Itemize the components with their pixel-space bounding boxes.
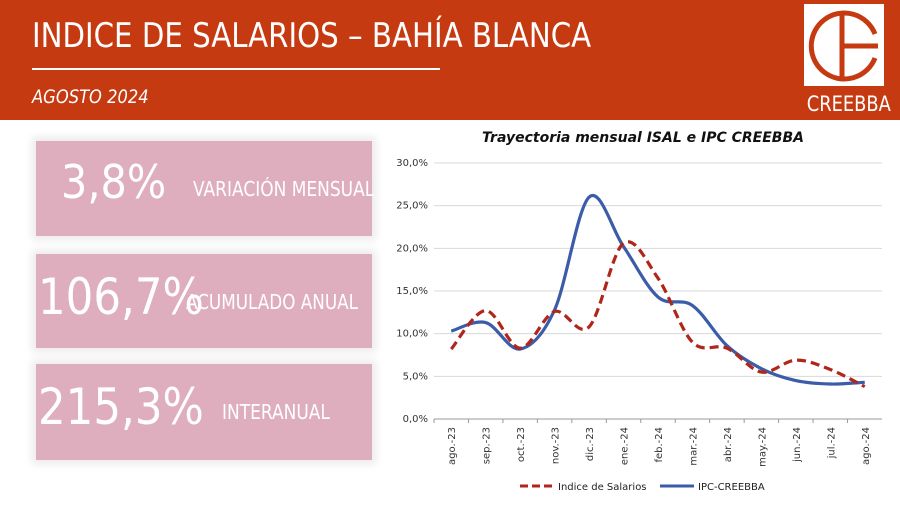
logo-text: CREEBBA [806, 92, 891, 116]
legend-label: Indice de Salarios [558, 482, 647, 493]
y-tick-label: 0,0% [403, 414, 428, 425]
page-title: INDICE DE SALARIOS – BAHÍA BLANCA [32, 16, 592, 56]
x-tick-label: nov.-23 [551, 427, 562, 464]
card-label: INTERANUAL [222, 400, 330, 424]
page-subtitle: AGOSTO 2024 [32, 86, 149, 108]
creebba-logo-icon [804, 4, 884, 86]
x-tick-label: ago.-24 [861, 427, 872, 465]
y-tick-label: 5,0% [403, 371, 428, 382]
header-banner: INDICE DE SALARIOS – BAHÍA BLANCA AGOSTO… [0, 0, 900, 120]
y-tick-label: 20,0% [396, 243, 428, 254]
x-tick-label: feb.-24 [654, 427, 665, 463]
card-value: 215,3% [38, 378, 204, 436]
x-tick-label: mar.-24 [688, 427, 699, 466]
series-line-ipc-creebba [450, 193, 865, 386]
x-tick-label: abr.-24 [723, 427, 734, 462]
y-tick-label: 15,0% [396, 286, 428, 297]
chart-title: Trayectoria mensual ISAL e IPC CREEBBA [482, 130, 804, 146]
legend-label: IPC-CREEBBA [698, 482, 765, 493]
x-tick-label: oct.-23 [516, 427, 527, 462]
x-tick-label: ago.-23 [447, 427, 458, 465]
y-tick-label: 10,0% [396, 329, 428, 340]
salary-ipc-chart: Trayectoria mensual ISAL e IPC CREEBBA 0… [396, 130, 882, 493]
y-tick-label: 25,0% [396, 201, 428, 212]
card-value: 106,7% [38, 268, 204, 326]
x-tick-label: ene.-24 [620, 427, 631, 465]
x-tick-label: dic.-23 [585, 427, 596, 461]
title-underline [32, 68, 440, 70]
y-tick-label: 30,0% [396, 158, 428, 169]
card-value: 3,8% [61, 155, 167, 209]
x-tick-label: jun.-24 [792, 427, 803, 463]
card-acumulado-anual: 106,7% ACUMULADO ANUAL [36, 254, 372, 348]
x-tick-label: may.-24 [757, 427, 768, 467]
card-interanual: 215,3% INTERANUAL [36, 364, 372, 460]
card-label: ACUMULADO ANUAL [186, 290, 358, 314]
series-line-indice-salarios [449, 240, 866, 389]
x-tick-label: sep.-23 [482, 427, 493, 464]
card-variacion-mensual: 3,8% VARIACIÓN MENSUAL [36, 141, 375, 236]
card-label: VARIACIÓN MENSUAL [193, 177, 375, 201]
x-tick-label: jul.-24 [826, 427, 837, 459]
